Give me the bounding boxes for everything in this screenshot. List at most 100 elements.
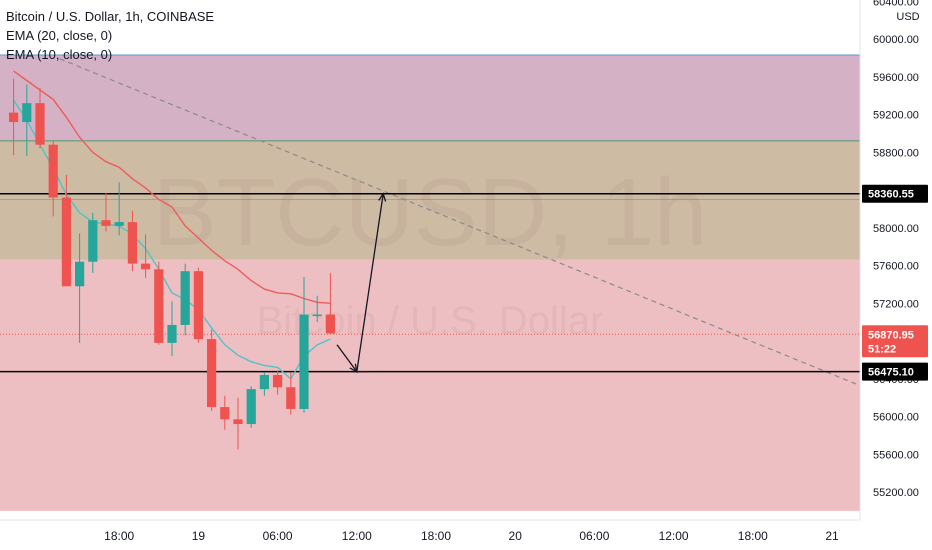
indicator-ema-10[interactable]: EMA (10, close, 0) bbox=[6, 47, 113, 62]
y-tick-label: 59600.00 bbox=[873, 72, 919, 84]
zones-layer bbox=[0, 54, 860, 511]
y-tick-label: 58000.00 bbox=[873, 223, 919, 235]
x-tick-label: 12:00 bbox=[659, 529, 689, 543]
candle-body bbox=[9, 112, 19, 123]
y-tick-label: 55600.00 bbox=[873, 449, 919, 461]
trendline[interactable] bbox=[59, 58, 932, 416]
candle-body bbox=[88, 220, 98, 262]
candle bbox=[180, 263, 190, 336]
watermark-symbol: BTCUSD, 1h bbox=[153, 159, 708, 266]
candle bbox=[154, 261, 164, 345]
candle bbox=[75, 233, 85, 343]
candle bbox=[88, 212, 98, 274]
candle bbox=[35, 88, 45, 149]
current-price-tag-bg bbox=[862, 325, 928, 358]
current-price-tag: 56870.95 51:22 bbox=[862, 325, 928, 358]
candle bbox=[22, 84, 32, 157]
x-tick-label: 18:00 bbox=[738, 529, 768, 543]
candle-body bbox=[35, 103, 45, 145]
current-price-tag-text: 56870.95 bbox=[868, 329, 914, 341]
candle-body bbox=[61, 197, 71, 287]
candle bbox=[48, 140, 58, 217]
x-tick-label: 20 bbox=[509, 529, 523, 543]
arrowhead-up bbox=[378, 192, 387, 202]
candle-body bbox=[154, 269, 164, 343]
candle bbox=[273, 370, 283, 395]
candle bbox=[299, 276, 309, 413]
y-tick-label: 57600.00 bbox=[873, 261, 919, 273]
candle-body bbox=[325, 314, 335, 334]
candle-body bbox=[312, 314, 322, 317]
ema-20-line bbox=[13, 70, 331, 304]
candle bbox=[61, 174, 71, 287]
zone-1 bbox=[0, 140, 860, 200]
candle-body bbox=[299, 314, 309, 409]
price-tags: 58360.55 56475.10 56870.95 51:22 bbox=[862, 184, 928, 381]
candle-body bbox=[127, 222, 137, 264]
level-tag-1-text: 56475.10 bbox=[868, 367, 914, 379]
level-tag-0-bg bbox=[862, 184, 928, 203]
candle bbox=[259, 372, 269, 396]
candle-body bbox=[273, 374, 283, 388]
y-tick-label: 55200.00 bbox=[873, 487, 919, 499]
x-tick-label: 21 bbox=[825, 529, 839, 543]
watermark-name: Bitcoin / U.S. Dollar bbox=[257, 299, 604, 343]
candle bbox=[325, 273, 335, 335]
candle bbox=[286, 372, 296, 415]
watermark: BTCUSD, 1h Bitcoin / U.S. Dollar bbox=[153, 159, 708, 343]
time-axis-background bbox=[0, 520, 932, 550]
candle-body bbox=[286, 387, 296, 409]
y-tick-label: 60400.00 bbox=[873, 0, 919, 8]
candle bbox=[233, 397, 243, 450]
current-price-tag-text: 51:22 bbox=[868, 343, 896, 355]
candle-body bbox=[220, 407, 230, 420]
candle-body bbox=[141, 263, 151, 270]
candle bbox=[312, 295, 322, 323]
candle bbox=[246, 386, 256, 428]
candle bbox=[167, 301, 177, 357]
candle-body bbox=[114, 222, 124, 226]
y-tick-label: 56000.00 bbox=[873, 412, 919, 424]
symbol-title[interactable]: Bitcoin / U.S. Dollar, 1h, COINBASE bbox=[6, 9, 215, 24]
time-axis[interactable]: 18:00 19 06:00 12:00 18:00 20 06:00 12:00 18:00 2… bbox=[0, 519, 932, 550]
price-axis[interactable]: USD 55200.0055600.0056000.0056400.005680… bbox=[859, 0, 932, 550]
candle-body bbox=[233, 419, 243, 425]
level-tag-1: 56475.10 bbox=[862, 362, 928, 381]
candle bbox=[101, 192, 111, 232]
y-tick-label: 57200.00 bbox=[873, 298, 919, 310]
zone-3 bbox=[0, 259, 860, 511]
y-tick-label: 58800.00 bbox=[873, 147, 919, 159]
zone-0 bbox=[0, 55, 860, 141]
indicator-ema-20[interactable]: EMA (20, close, 0) bbox=[6, 28, 113, 43]
arrowhead-down bbox=[349, 363, 358, 373]
level-tag-0-text: 58360.55 bbox=[868, 189, 914, 201]
candle-body bbox=[193, 271, 203, 340]
candle-body bbox=[167, 324, 177, 343]
x-tick-label: 12:00 bbox=[342, 529, 372, 543]
level-tag-1-bg bbox=[862, 362, 928, 381]
candle bbox=[220, 395, 230, 430]
y-tick-label: 60000.00 bbox=[873, 34, 919, 46]
drawing-lines bbox=[0, 58, 932, 416]
candle-body bbox=[180, 271, 190, 325]
chart-legend: Bitcoin / U.S. Dollar, 1h, COINBASE EMA … bbox=[6, 7, 214, 64]
price-axis-background bbox=[860, 0, 932, 550]
candle bbox=[114, 182, 124, 236]
y-tick-label: 59200.00 bbox=[873, 110, 919, 122]
projection-arrows bbox=[336, 192, 387, 374]
candle bbox=[141, 234, 151, 278]
candle bbox=[193, 267, 203, 343]
candles-layer bbox=[9, 78, 335, 450]
x-tick-label: 18:00 bbox=[104, 529, 134, 543]
candle-body bbox=[75, 261, 85, 287]
level-tag-0: 58360.55 bbox=[862, 184, 928, 203]
candle bbox=[127, 210, 137, 272]
candle-body bbox=[22, 103, 32, 123]
candle-body bbox=[246, 389, 256, 425]
x-tick-label: 18:00 bbox=[421, 529, 451, 543]
candle-body bbox=[259, 374, 269, 390]
x-tick-label: 06:00 bbox=[263, 529, 293, 543]
x-tick-label: 19 bbox=[192, 529, 206, 543]
x-tick-label: 06:00 bbox=[579, 529, 609, 543]
